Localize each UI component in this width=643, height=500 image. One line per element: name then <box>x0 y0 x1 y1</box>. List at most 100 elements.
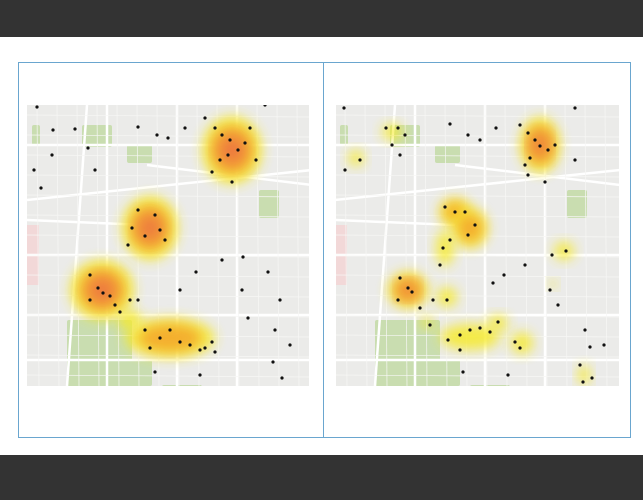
street <box>336 314 619 318</box>
incident-point <box>203 116 207 120</box>
incident-point <box>553 143 557 147</box>
street <box>504 105 508 386</box>
heat-outer <box>554 242 574 260</box>
incident-point <box>93 168 97 172</box>
incident-point <box>473 223 477 227</box>
incident-point <box>153 213 157 217</box>
incident-point <box>342 106 346 110</box>
incident-point <box>183 126 187 130</box>
incident-point <box>155 133 159 137</box>
street <box>336 194 619 198</box>
incident-point <box>548 288 552 292</box>
heat-outer <box>436 230 454 266</box>
incident-point <box>578 363 582 367</box>
street <box>364 105 368 386</box>
incident-point <box>546 148 550 152</box>
street <box>36 105 40 386</box>
incident-point <box>50 153 54 157</box>
road <box>454 163 619 187</box>
street <box>96 105 100 386</box>
street <box>116 105 120 386</box>
incident-point <box>198 373 202 377</box>
incident-point <box>466 133 470 137</box>
incident-point <box>288 343 292 347</box>
incident-point <box>263 105 267 107</box>
street <box>384 105 388 386</box>
incident-point <box>478 326 482 330</box>
incident-point <box>431 298 435 302</box>
incident-point <box>543 180 547 184</box>
incident-point <box>428 323 432 327</box>
heat-core <box>138 215 162 241</box>
incident-point <box>590 376 594 380</box>
incident-point <box>254 158 258 162</box>
street <box>404 105 408 386</box>
incident-point <box>453 210 457 214</box>
incident-point <box>32 168 36 172</box>
incident-point <box>143 328 147 332</box>
incident-point <box>506 373 510 377</box>
incident-point <box>271 360 275 364</box>
incident-point <box>488 330 492 334</box>
incident-point <box>158 228 162 232</box>
incident-point <box>538 144 542 148</box>
incident-point <box>478 138 482 142</box>
street <box>76 105 80 386</box>
street <box>336 134 619 138</box>
incident-point <box>396 298 400 302</box>
incident-point <box>163 238 167 242</box>
incident-point <box>502 273 506 277</box>
heat-outer <box>578 365 590 385</box>
incident-point <box>198 348 202 352</box>
incident-point <box>248 126 252 130</box>
incident-point <box>602 343 606 347</box>
incident-point <box>51 128 55 132</box>
incident-point <box>573 106 577 110</box>
incident-point <box>188 343 192 347</box>
incident-point <box>153 370 157 374</box>
heat-outer <box>511 332 533 354</box>
incident-point <box>443 205 447 209</box>
road <box>65 105 89 386</box>
street <box>344 105 348 386</box>
incident-point <box>396 126 400 130</box>
incident-point <box>210 170 214 174</box>
street <box>604 105 608 386</box>
incident-point <box>136 298 140 302</box>
incident-point <box>523 263 527 267</box>
incident-point <box>496 320 500 324</box>
street <box>27 134 309 138</box>
incident-point <box>458 333 462 337</box>
road <box>336 218 456 227</box>
street <box>336 114 619 118</box>
incident-point <box>446 338 450 342</box>
incident-point <box>403 133 407 137</box>
incident-point <box>230 180 234 184</box>
park <box>162 385 202 386</box>
incident-point <box>228 138 232 142</box>
incident-point <box>533 138 537 142</box>
incident-point <box>73 127 77 131</box>
incident-point <box>113 303 117 307</box>
park <box>567 190 587 218</box>
incident-point <box>240 288 244 292</box>
incident-point <box>88 298 92 302</box>
incident-point <box>203 346 207 350</box>
incident-point <box>458 348 462 352</box>
incident-point <box>108 294 112 298</box>
incident-point <box>243 141 247 145</box>
incident-point <box>86 146 90 150</box>
incident-point <box>246 316 250 320</box>
street <box>27 314 309 318</box>
street <box>56 105 60 386</box>
street <box>276 105 280 386</box>
street <box>27 254 309 258</box>
incident-point <box>406 286 410 290</box>
incident-point <box>126 243 130 247</box>
incident-point <box>220 133 224 137</box>
incident-point <box>158 336 162 340</box>
incident-point <box>194 270 198 274</box>
incident-point <box>280 376 284 380</box>
street <box>296 105 300 386</box>
